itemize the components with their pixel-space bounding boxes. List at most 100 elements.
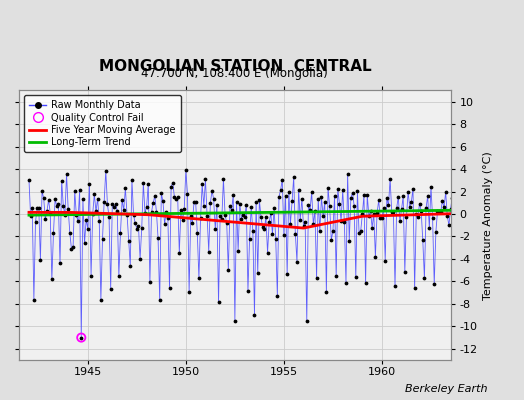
Point: [319, 213, 328, 220]
Point: [26, 213, 35, 220]
Point: [99, 236, 107, 242]
Point: [356, 228, 365, 234]
Point: [28, 205, 37, 211]
Point: [170, 194, 179, 200]
Point: [79, 196, 87, 202]
Point: [358, 211, 366, 218]
Point: [177, 206, 185, 213]
Point: [167, 183, 176, 190]
Point: [87, 272, 95, 279]
Point: [72, 212, 81, 219]
Point: [407, 198, 416, 205]
Point: [66, 230, 74, 236]
Point: [191, 199, 200, 205]
Point: [82, 216, 90, 223]
Point: [342, 280, 350, 286]
Point: [432, 229, 440, 235]
Point: [412, 211, 420, 218]
Point: [133, 225, 141, 232]
Point: [183, 190, 192, 197]
Point: [118, 197, 126, 203]
Point: [59, 202, 68, 209]
Point: [149, 200, 157, 206]
Point: [435, 209, 443, 216]
Point: [126, 262, 135, 269]
Point: [229, 192, 237, 198]
Point: [294, 186, 303, 193]
Point: [146, 279, 154, 286]
Point: [271, 236, 280, 242]
Point: [139, 180, 148, 186]
Point: [345, 237, 354, 244]
Point: [417, 208, 425, 214]
Point: [113, 208, 122, 214]
Point: [270, 205, 278, 211]
Point: [227, 206, 236, 213]
Point: [381, 258, 389, 264]
Point: [175, 250, 183, 256]
Point: [329, 228, 337, 235]
Point: [281, 192, 290, 199]
Point: [252, 199, 260, 205]
Point: [275, 194, 283, 200]
Point: [214, 299, 223, 306]
Point: [62, 171, 71, 178]
Point: [384, 202, 392, 208]
Point: [43, 208, 51, 214]
Point: [416, 200, 424, 207]
Point: [213, 202, 221, 208]
Point: [236, 200, 244, 207]
Point: [92, 208, 100, 215]
Point: [255, 197, 264, 203]
Point: [144, 181, 152, 187]
Point: [289, 174, 298, 180]
Point: [71, 188, 79, 194]
Point: [206, 200, 214, 206]
Point: [193, 230, 201, 236]
Point: [58, 177, 66, 184]
Point: [224, 267, 233, 273]
Point: [103, 201, 112, 207]
Point: [286, 221, 294, 227]
Point: [208, 188, 216, 194]
Point: [45, 197, 53, 203]
Point: [123, 212, 131, 218]
Point: [195, 275, 203, 282]
Title: MONGOLIAN STATION  CENTRAL: MONGOLIAN STATION CENTRAL: [99, 59, 371, 74]
Point: [136, 256, 144, 262]
Point: [265, 219, 274, 226]
Point: [137, 225, 146, 232]
Point: [250, 312, 259, 318]
Point: [277, 187, 285, 193]
Point: [80, 240, 89, 246]
Point: [180, 206, 189, 212]
Point: [131, 220, 139, 226]
Point: [245, 236, 254, 242]
Point: [413, 214, 422, 220]
Point: [443, 213, 452, 220]
Point: [112, 201, 120, 207]
Point: [221, 212, 230, 218]
Point: [242, 202, 250, 208]
Point: [160, 221, 169, 227]
Legend: Raw Monthly Data, Quality Control Fail, Five Year Moving Average, Long-Term Tren: Raw Monthly Data, Quality Control Fail, …: [24, 95, 181, 152]
Point: [31, 218, 40, 225]
Point: [110, 204, 118, 210]
Point: [378, 215, 386, 222]
Point: [90, 191, 99, 198]
Point: [402, 214, 411, 220]
Point: [304, 202, 313, 208]
Point: [188, 220, 196, 226]
Text: 47.700 N, 108.400 E (Mongolia): 47.700 N, 108.400 E (Mongolia): [141, 67, 328, 80]
Point: [211, 226, 220, 232]
Point: [330, 193, 339, 199]
Point: [159, 198, 167, 204]
Point: [129, 212, 138, 218]
Point: [108, 201, 116, 208]
Point: [102, 167, 110, 174]
Point: [119, 207, 128, 213]
Point: [25, 177, 33, 183]
Point: [203, 213, 211, 219]
Point: [237, 216, 246, 222]
Point: [324, 185, 332, 191]
